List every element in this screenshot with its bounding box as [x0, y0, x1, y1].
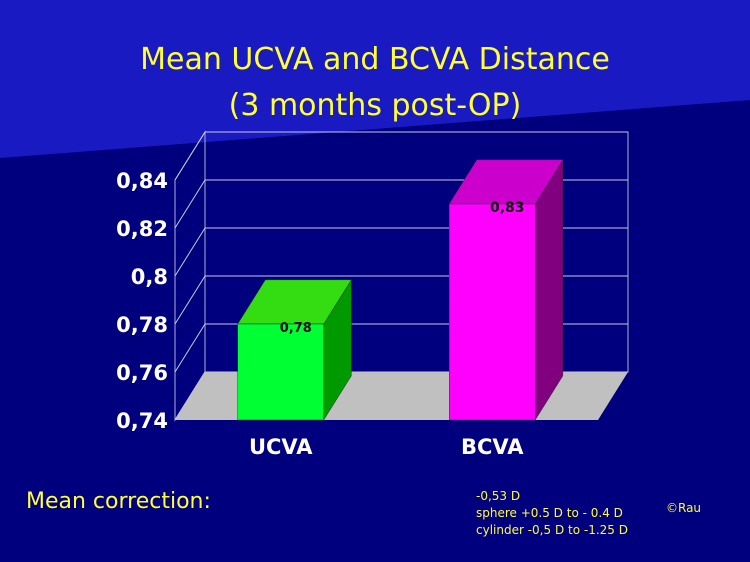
- bar-bcva-side: [535, 158, 564, 421]
- chart-title: Mean UCVA and BCVA Distance: [140, 42, 610, 77]
- x-tick-ucva: UCVA: [249, 435, 313, 459]
- x-tick-bcva: BCVA: [461, 435, 524, 459]
- header-band: [0, 0, 750, 158]
- bar-bcva: [449, 203, 536, 421]
- y-tick-label: 0,84: [116, 169, 168, 193]
- mean-correction-label: Mean correction:: [26, 489, 211, 514]
- correction-note-cylinder: cylinder -0,5 D to -1.25 D: [476, 523, 628, 537]
- y-axis-ticks: 0,74 0,76 0,78 0,8 0,82 0,84: [116, 169, 168, 433]
- y-tick-label: 0,76: [116, 361, 168, 385]
- y-tick-label: 0,8: [131, 265, 168, 289]
- chart-bars: [237, 158, 564, 421]
- x-axis-ticks: UCVA BCVA: [249, 435, 524, 459]
- bar-ucva: [237, 323, 324, 421]
- data-labels: 0,78 0,83: [280, 200, 525, 336]
- y-tick-label: 0,74: [116, 409, 168, 433]
- side-wall: [174, 130, 206, 422]
- data-label-ucva: 0,78: [280, 321, 312, 336]
- y-tick-label: 0,78: [116, 313, 168, 337]
- chart-subtitle: (3 months post-OP): [228, 88, 522, 123]
- data-label-bcva: 0,83: [490, 200, 525, 216]
- correction-notes: -0,53 D sphere +0.5 D to - 0.4 D cylinde…: [476, 488, 628, 539]
- copyright-label: ©Rau: [666, 501, 702, 515]
- correction-note-mean: -0,53 D: [476, 489, 521, 503]
- y-tick-label: 0,82: [116, 217, 168, 241]
- correction-note-sphere: sphere +0.5 D to - 0.4 D: [476, 506, 623, 520]
- gridline: [174, 131, 628, 181]
